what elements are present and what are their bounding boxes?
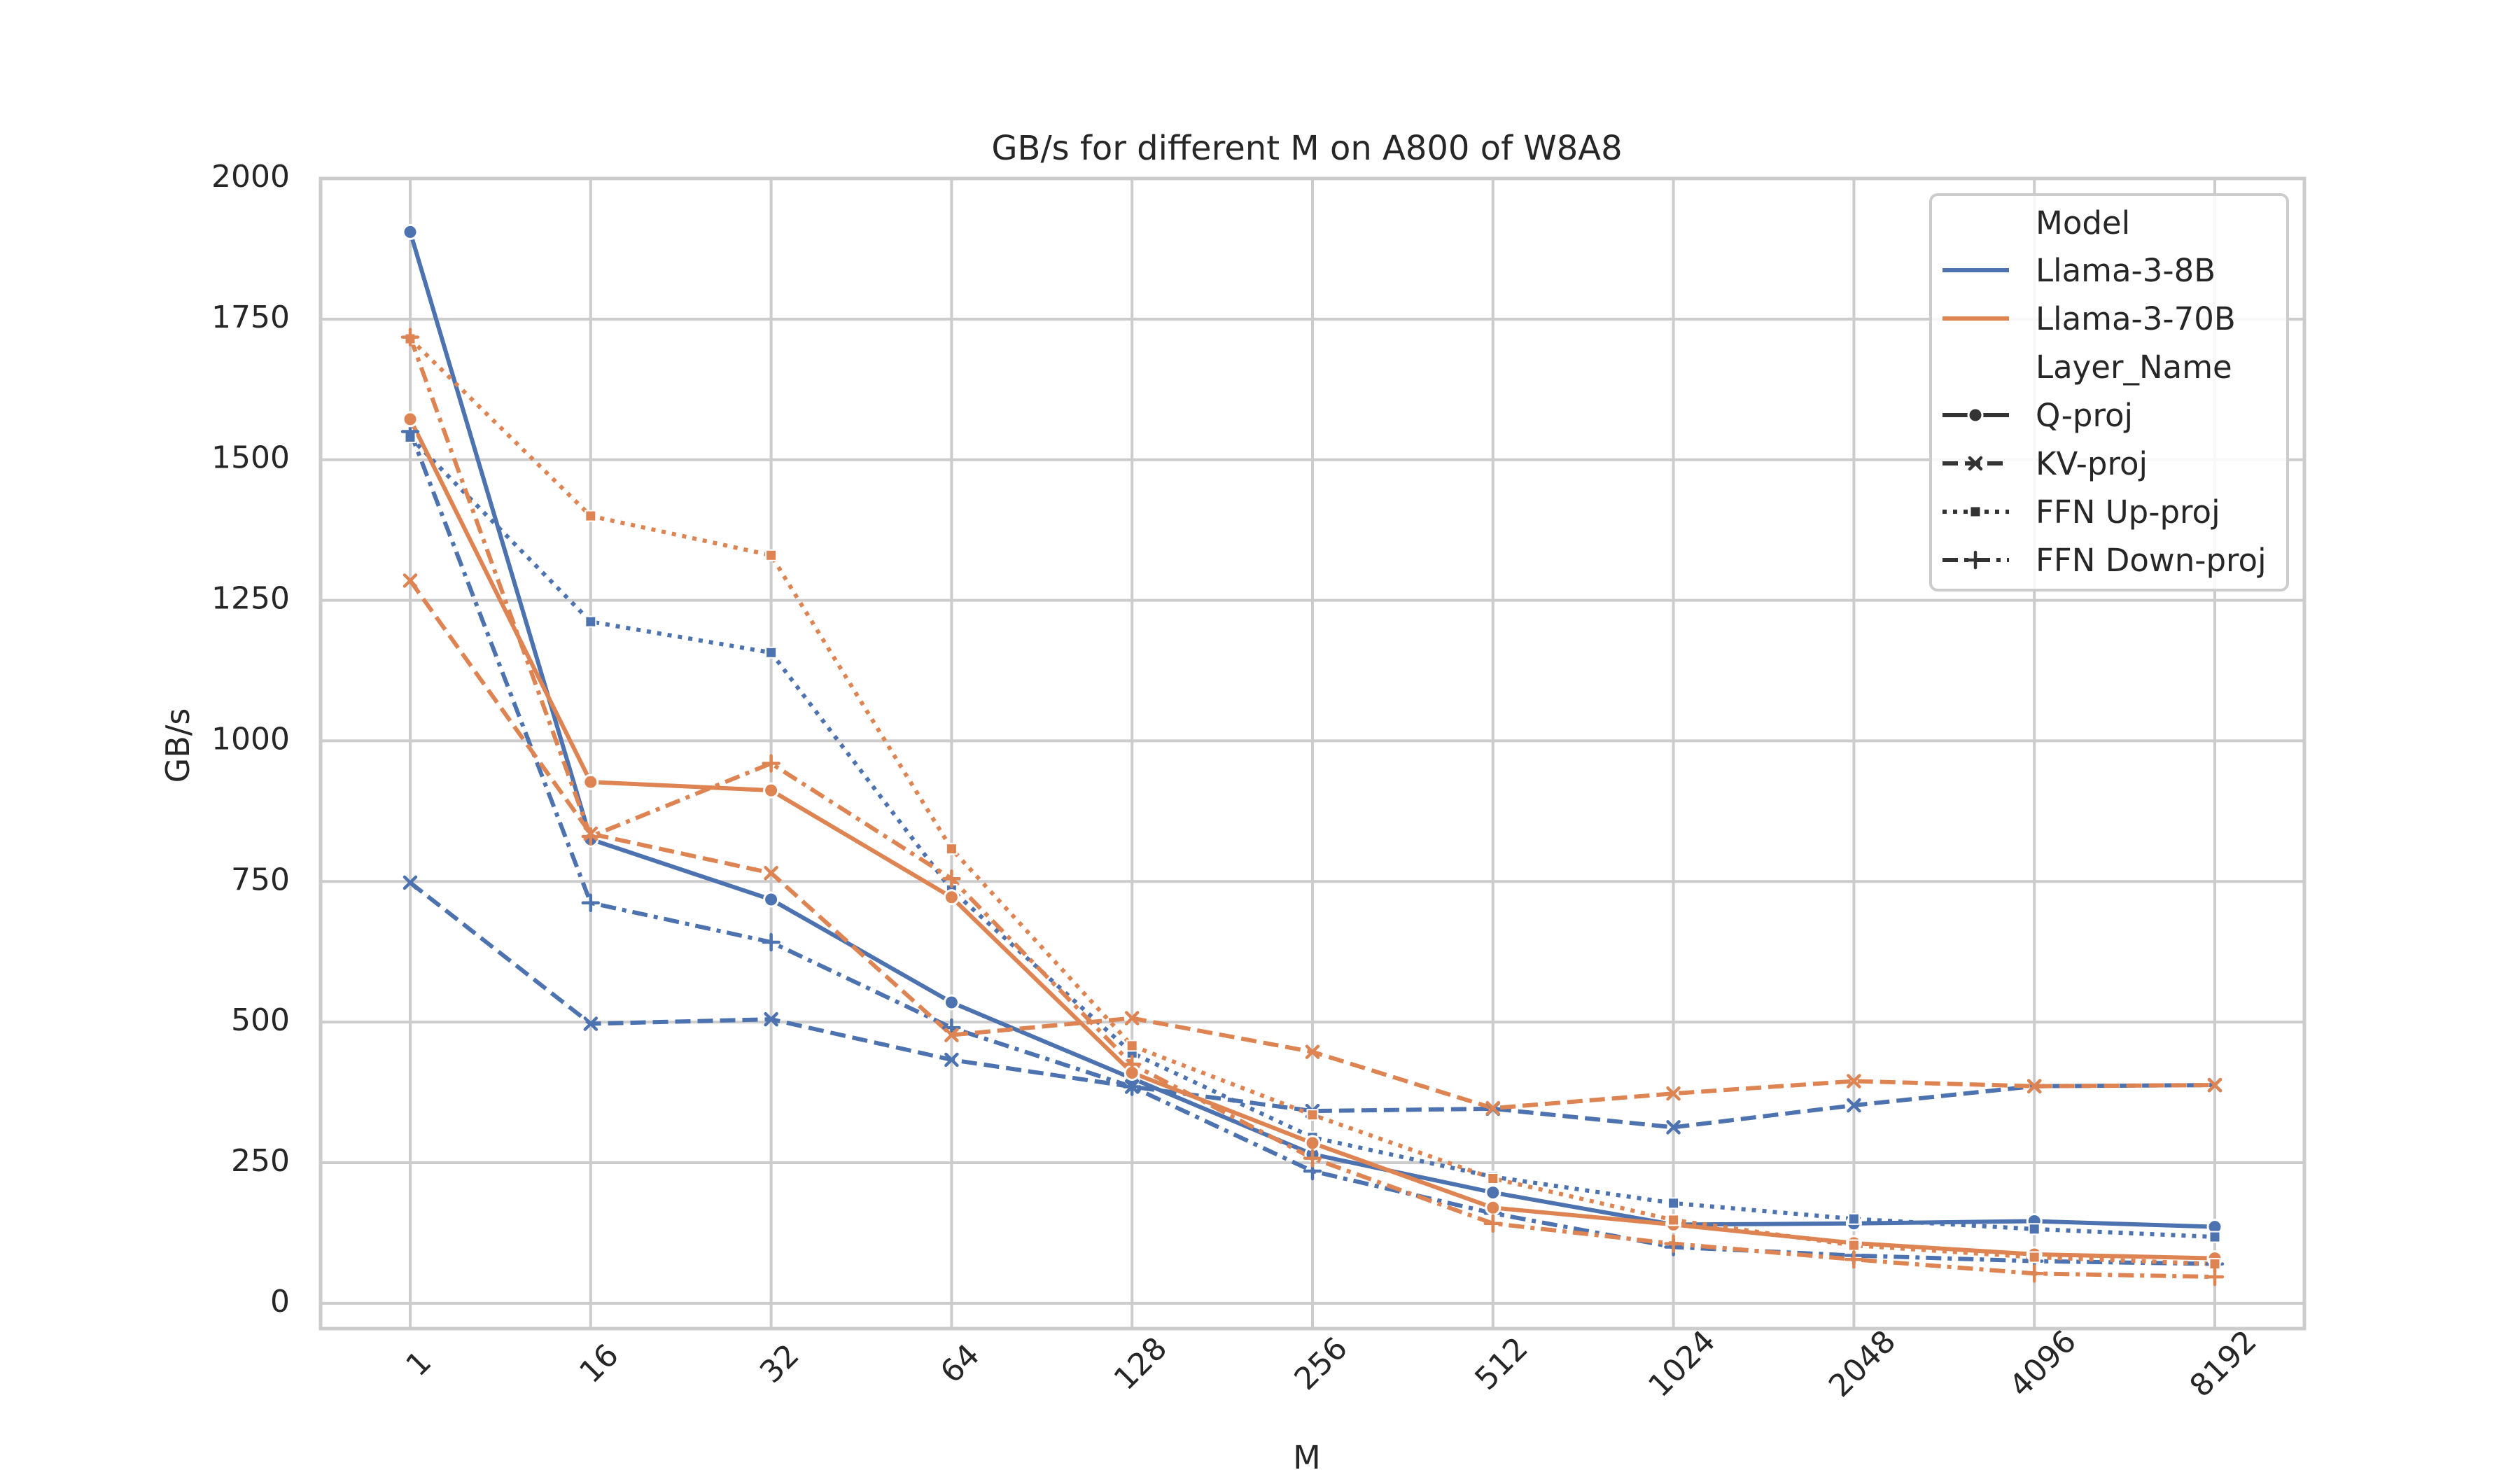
data-point-llama-3-70b-ffn-down-proj-256 bbox=[1303, 1149, 1322, 1168]
legend-entry-kv-proj: KV-proj bbox=[1942, 445, 2148, 482]
data-point-llama-3-8b-q-proj-512 bbox=[1485, 1184, 1502, 1201]
data-point-llama-3-70b-kv-proj-1 bbox=[402, 573, 418, 588]
legend-symbol-q-proj bbox=[1942, 407, 2009, 424]
series-line-llama-3-8b-kv-proj bbox=[409, 881, 2216, 1130]
data-point-llama-3-70b-ffn-up-proj-1024 bbox=[1667, 1214, 1680, 1226]
data-point-llama-3-70b-kv-proj-64 bbox=[944, 1028, 959, 1042]
series-markers bbox=[400, 223, 2225, 1287]
data-point-llama-3-8b-q-proj-1 bbox=[402, 223, 419, 240]
legend-symbol-ffn-down-proj bbox=[1942, 550, 2009, 570]
data-point-llama-3-70b-q-proj-256 bbox=[1304, 1135, 1321, 1152]
series-line-llama-3-8b-ffn-up-proj bbox=[408, 435, 2216, 1239]
data-point-llama-3-70b-ffn-down-proj-128 bbox=[1122, 1055, 1142, 1074]
data-point-llama-3-70b-ffn-down-proj-512 bbox=[1483, 1214, 1503, 1233]
y-tick-labels: 0 250 500 750 1000 1250 1500 1750 2000 bbox=[211, 159, 290, 1320]
data-point-llama-3-8b-ffn-down-proj-32 bbox=[762, 932, 780, 952]
data-point-llama-3-70b-kv-proj-32 bbox=[764, 865, 778, 881]
legend-label-kv-proj: KV-proj bbox=[2036, 445, 2148, 482]
legend-marker-ffn-down-proj bbox=[1966, 550, 1985, 570]
legend-entry-llama-3-70b: Llama-3-70B bbox=[1942, 300, 2236, 337]
data-point-llama-3-70b-ffn-down-proj-32 bbox=[762, 754, 780, 773]
data-point-llama-3-8b-ffn-up-proj-8192 bbox=[2208, 1231, 2221, 1243]
data-point-llama-3-8b-q-proj-64 bbox=[943, 994, 960, 1011]
data-point-llama-3-8b-ffn-up-proj-16 bbox=[584, 615, 597, 628]
data-point-llama-3-8b-ffn-down-proj-16 bbox=[581, 893, 601, 913]
legend-label-q-proj: Q-proj bbox=[2036, 397, 2133, 434]
legend-marker-kv-proj bbox=[1968, 456, 1983, 471]
legend-symbol-kv-proj bbox=[1942, 456, 2009, 471]
plot-frame bbox=[318, 176, 2306, 1331]
data-point-llama-3-70b-kv-proj-1024 bbox=[1666, 1086, 1681, 1101]
data-point-llama-3-70b-ffn-up-proj-4096 bbox=[2028, 1251, 2040, 1264]
data-point-llama-3-70b-kv-proj-4096 bbox=[2026, 1079, 2042, 1093]
legend-label-llama-3-8b: Llama-3-8B bbox=[2036, 252, 2216, 289]
data-point-llama-3-70b-ffn-down-proj-2048 bbox=[1844, 1250, 1863, 1269]
data-point-llama-3-8b-kv-proj-32 bbox=[764, 1011, 778, 1027]
data-point-llama-3-8b-kv-proj-1 bbox=[402, 875, 418, 890]
legend-entry-q-proj: Q-proj bbox=[1942, 397, 2133, 434]
legend-entry-ffn-up-proj: FFN Up-proj bbox=[1942, 493, 2220, 531]
y-tick-label-250: 250 bbox=[231, 1143, 290, 1179]
legend: Model Llama-3-8B Llama-3-70B Layer_Name … bbox=[1929, 193, 2289, 592]
legend-box bbox=[1929, 193, 2289, 592]
legend-label-ffn-up-proj: FFN Up-proj bbox=[2036, 493, 2220, 531]
data-point-llama-3-70b-ffn-down-proj-8192 bbox=[2205, 1267, 2225, 1287]
data-point-llama-3-70b-q-proj-64 bbox=[943, 889, 960, 906]
data-point-llama-3-70b-kv-proj-8192 bbox=[2207, 1077, 2222, 1093]
y-tick-label-750: 750 bbox=[231, 862, 290, 897]
y-tick-label-1750: 1750 bbox=[211, 300, 290, 335]
data-point-llama-3-70b-kv-proj-2048 bbox=[1847, 1074, 1861, 1088]
data-point-llama-3-8b-ffn-down-proj-128 bbox=[1122, 1077, 1142, 1096]
data-point-llama-3-70b-ffn-up-proj-256 bbox=[1306, 1109, 1319, 1121]
data-point-llama-3-8b-ffn-up-proj-4096 bbox=[2028, 1223, 2040, 1236]
legend-hue-title: Model bbox=[2036, 204, 2130, 241]
data-point-llama-3-70b-ffn-down-proj-1 bbox=[400, 328, 420, 346]
data-point-llama-3-8b-kv-proj-1024 bbox=[1666, 1120, 1681, 1135]
legend-entry-llama-3-8b: Llama-3-8B bbox=[1942, 252, 2216, 289]
legend-marker-q-proj bbox=[1967, 407, 1984, 424]
legend-label-llama-3-70b: Llama-3-70B bbox=[2036, 300, 2236, 337]
data-point-llama-3-70b-q-proj-16 bbox=[582, 774, 599, 790]
data-point-llama-3-70b-ffn-down-proj-64 bbox=[942, 869, 961, 888]
data-point-llama-3-8b-kv-proj-16 bbox=[583, 1016, 598, 1031]
data-point-llama-3-70b-q-proj-1 bbox=[402, 411, 419, 428]
legend-label-ffn-down-proj: FFN Down-proj bbox=[2036, 542, 2267, 579]
data-point-llama-3-8b-ffn-up-proj-32 bbox=[765, 646, 778, 659]
legend-marker-ffn-up-proj bbox=[1969, 505, 1982, 518]
data-point-llama-3-70b-kv-proj-512 bbox=[1485, 1100, 1501, 1116]
data-point-llama-3-8b-q-proj-32 bbox=[763, 891, 780, 908]
y-tick-label-1500: 1500 bbox=[211, 440, 290, 476]
data-point-llama-3-8b-kv-proj-64 bbox=[944, 1052, 959, 1068]
data-point-llama-3-70b-ffn-up-proj-128 bbox=[1126, 1040, 1138, 1052]
chart-title: GB/s for different M on A800 of W8A8 bbox=[991, 129, 1622, 168]
legend-entry-ffn-down-proj: FFN Down-proj bbox=[1942, 542, 2267, 579]
data-point-llama-3-70b-ffn-up-proj-2048 bbox=[1847, 1239, 1860, 1252]
data-point-llama-3-70b-ffn-up-proj-512 bbox=[1487, 1172, 1499, 1184]
x-axis-label: M bbox=[1293, 1438, 1321, 1470]
y-axis-label: GB/s bbox=[159, 708, 197, 783]
data-point-llama-3-70b-kv-proj-128 bbox=[1124, 1011, 1140, 1026]
data-point-llama-3-8b-kv-proj-2048 bbox=[1847, 1098, 1861, 1113]
data-point-llama-3-70b-ffn-up-proj-16 bbox=[584, 510, 597, 522]
data-point-llama-3-70b-ffn-down-proj-16 bbox=[581, 827, 601, 846]
y-tick-label-1000: 1000 bbox=[211, 721, 290, 757]
y-tick-label-1250: 1250 bbox=[211, 581, 290, 617]
data-point-llama-3-70b-kv-proj-256 bbox=[1305, 1044, 1320, 1059]
legend-style-title: Layer_Name bbox=[2036, 349, 2232, 386]
y-tick-label-500: 500 bbox=[231, 1002, 290, 1038]
data-point-llama-3-70b-ffn-down-proj-4096 bbox=[2024, 1264, 2044, 1283]
data-point-llama-3-70b-ffn-down-proj-1024 bbox=[1664, 1234, 1683, 1253]
y-tick-label-0: 0 bbox=[270, 1284, 290, 1320]
data-point-llama-3-70b-ffn-up-proj-32 bbox=[765, 549, 778, 561]
y-tick-label-2000: 2000 bbox=[211, 159, 290, 195]
data-point-llama-3-70b-ffn-up-proj-64 bbox=[945, 843, 958, 855]
legend-symbol-ffn-up-proj bbox=[1942, 505, 2009, 518]
data-point-llama-3-70b-q-proj-512 bbox=[1485, 1199, 1502, 1216]
data-point-llama-3-8b-ffn-up-proj-2048 bbox=[1847, 1212, 1860, 1225]
data-point-llama-3-8b-ffn-up-proj-1024 bbox=[1667, 1197, 1680, 1210]
data-point-llama-3-70b-q-proj-32 bbox=[763, 782, 780, 799]
